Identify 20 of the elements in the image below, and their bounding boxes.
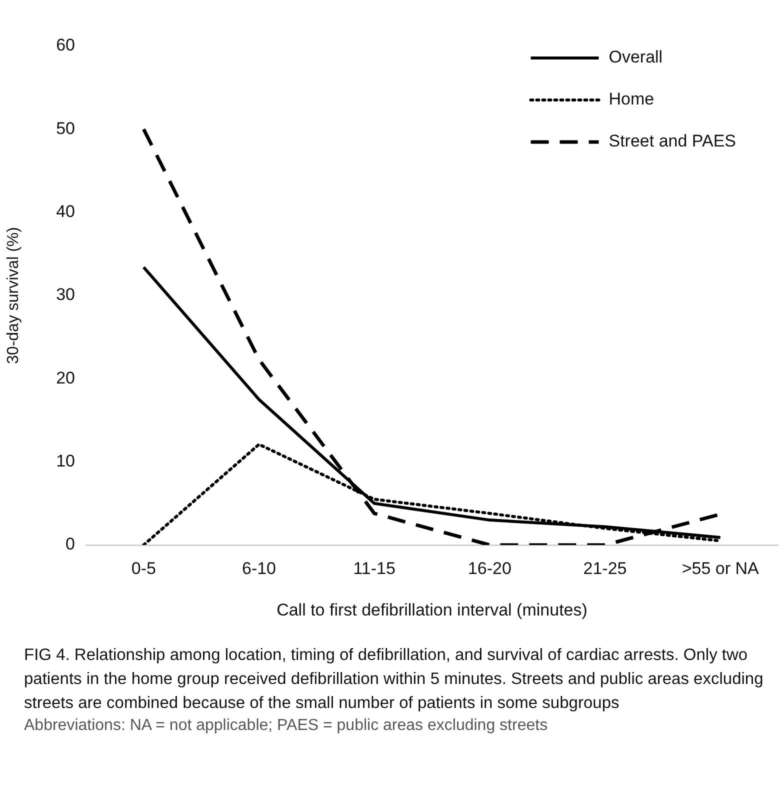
- x-tick-label: 11-15: [353, 558, 396, 578]
- y-tick-label: 40: [56, 202, 75, 222]
- y-tick-label: 60: [56, 36, 75, 55]
- legend-label: Home: [608, 90, 654, 109]
- x-tick-label: 0-5: [131, 558, 156, 578]
- legend-label: Street and PAES: [608, 132, 736, 151]
- y-axis-title: 30-day survival (%): [5, 227, 22, 364]
- y-tick-label: 20: [56, 368, 75, 388]
- x-tick-label: 6-10: [242, 558, 276, 578]
- y-tick-label: 0: [66, 534, 75, 554]
- legend-label: Overall: [608, 48, 663, 67]
- x-tick-label: 21-25: [583, 558, 627, 578]
- x-axis-title: Call to first defibrillation interval (minutes): [276, 600, 588, 620]
- y-tick-label: 50: [56, 118, 75, 138]
- y-tick-label: 30: [56, 285, 75, 304]
- text: Abbreviations: NA = not applicable; PAES = public areas excluding streets: [24, 717, 549, 735]
- x-tick-label: >55 or NA: [682, 558, 760, 578]
- x-tick-label: 16-20: [468, 558, 512, 578]
- text: FIG 4. Relationship among location, timing of defibrillation, and survival of cardiac arrests. Only two patients in the home group received defibrillation within 5 minutes. Streets and public areas excluding streets are combined because of the small number of patients in some subgroups: [24, 645, 764, 714]
- y-tick-label: 10: [56, 452, 75, 471]
